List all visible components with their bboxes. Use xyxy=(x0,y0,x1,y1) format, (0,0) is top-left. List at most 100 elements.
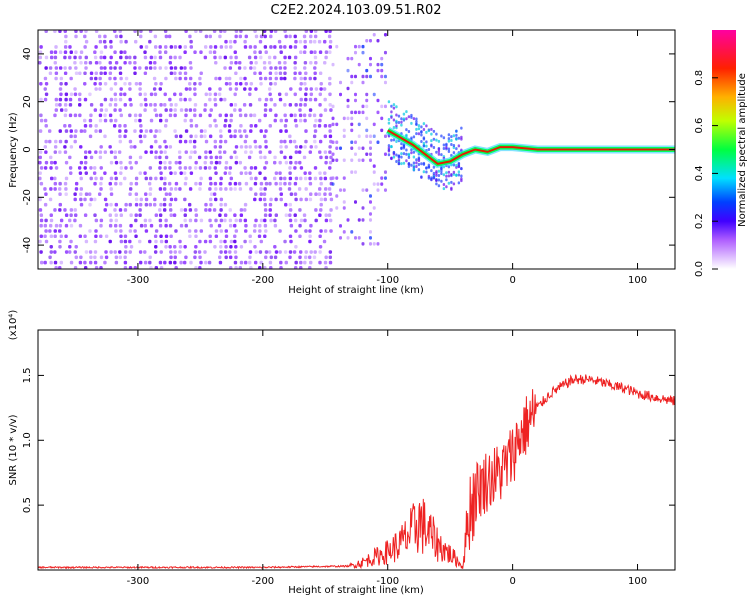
heatmap-cell xyxy=(294,103,298,107)
heatmap-cell xyxy=(218,55,222,60)
heatmap-cell xyxy=(268,150,272,154)
heatmap-cell xyxy=(263,266,267,269)
heatmap-cell xyxy=(314,218,318,223)
heatmap-cell xyxy=(143,250,147,254)
heatmap-cell xyxy=(54,139,58,144)
heatmap-cell xyxy=(254,250,258,254)
heatmap-cell xyxy=(339,236,343,240)
heatmap-cell xyxy=(183,66,187,70)
heatmap-cell xyxy=(243,260,248,265)
heatmap-cell xyxy=(331,104,335,109)
heatmap-cell xyxy=(420,130,423,134)
heatmap-cell xyxy=(163,160,167,165)
heatmap-cell xyxy=(390,138,393,142)
heatmap-cell xyxy=(303,45,307,49)
heatmap-cell xyxy=(233,50,237,55)
heatmap-cell xyxy=(249,187,253,191)
heatmap-cell xyxy=(249,60,253,65)
heatmap-cell xyxy=(204,155,208,160)
heatmap-cell xyxy=(243,208,247,212)
heatmap-cell xyxy=(387,149,391,153)
heatmap-cell xyxy=(294,39,298,44)
heatmap-cell xyxy=(229,55,233,60)
heatmap-cell xyxy=(427,129,431,133)
heatmap-cell xyxy=(412,155,416,159)
heatmap-cell xyxy=(84,192,89,196)
heatmap-cell xyxy=(144,66,149,70)
heatmap-cell xyxy=(153,45,158,49)
heatmap-cell xyxy=(118,129,122,133)
heatmap-cell xyxy=(294,160,298,165)
heatmap-cell xyxy=(293,213,297,218)
heatmap-cell xyxy=(218,87,222,91)
heatmap-cell xyxy=(387,118,391,122)
heatmap-cell xyxy=(159,234,163,239)
heatmap-cell xyxy=(68,55,72,60)
heatmap-cell xyxy=(452,151,456,155)
heatmap-cell xyxy=(164,223,168,228)
heatmap-cell xyxy=(457,173,461,177)
heatmap-cell xyxy=(109,218,113,223)
heatmap-cell xyxy=(119,92,123,97)
heatmap-cell xyxy=(350,128,354,133)
heatmap-cell xyxy=(188,97,192,102)
heatmap-cell xyxy=(318,171,322,175)
heatmap-cell xyxy=(319,197,324,202)
snr-y-multiplier: (x10⁴) xyxy=(8,310,19,341)
heatmap-cell xyxy=(108,71,113,76)
heatmap-cell xyxy=(339,146,343,150)
heatmap-cell xyxy=(39,218,44,223)
heatmap-cell xyxy=(342,176,346,180)
heatmap-cell xyxy=(313,139,317,144)
heatmap-cell xyxy=(273,223,278,228)
heatmap-cell xyxy=(54,103,59,107)
heatmap-cell xyxy=(79,176,83,181)
heatmap-cell xyxy=(213,181,218,186)
heatmap-cell xyxy=(133,66,137,70)
heatmap-cell xyxy=(167,34,172,39)
heatmap-cell xyxy=(133,60,137,65)
heatmap-cell xyxy=(189,66,193,70)
heatmap-cell xyxy=(143,108,147,112)
heatmap-cell xyxy=(63,150,68,154)
heatmap-cell xyxy=(148,260,152,265)
heatmap-cell xyxy=(88,150,92,154)
heatmap-cell xyxy=(239,260,244,265)
heatmap-cell xyxy=(114,260,119,265)
heatmap-cell xyxy=(103,113,107,118)
heatmap-cell xyxy=(252,229,257,233)
heatmap-cell xyxy=(289,160,293,165)
heatmap-cell xyxy=(274,181,278,186)
heatmap-cell xyxy=(88,250,93,254)
heatmap-cell xyxy=(208,239,213,244)
heatmap-cell xyxy=(313,66,317,70)
heatmap-cell xyxy=(94,229,98,233)
heatmap-cell xyxy=(390,104,393,108)
heatmap-cell xyxy=(143,218,148,223)
heatmap-cell xyxy=(335,176,339,180)
heatmap-cell xyxy=(114,176,118,181)
heatmap-cell xyxy=(420,162,423,166)
heatmap-cell xyxy=(304,87,309,91)
heatmap-cell xyxy=(318,187,322,191)
heatmap-cell xyxy=(309,145,313,149)
heatmap-cell xyxy=(357,146,361,150)
heatmap-cell xyxy=(93,81,97,86)
heatmap-cell xyxy=(224,234,229,239)
heatmap-cell xyxy=(174,76,178,81)
heatmap-cell xyxy=(183,218,187,223)
heatmap-cell xyxy=(259,76,263,81)
heatmap-cell xyxy=(420,133,423,137)
heatmap-cell xyxy=(113,30,117,33)
heatmap-cell xyxy=(329,108,333,112)
heatmap-cell xyxy=(54,76,58,81)
heatmap-cell xyxy=(422,144,426,148)
heatmap-cell xyxy=(128,266,133,269)
heatmap-cell xyxy=(308,97,313,102)
heatmap-cell xyxy=(383,176,387,180)
heatmap-cell xyxy=(53,60,57,65)
heatmap-cell xyxy=(162,187,167,191)
heatmap-cell xyxy=(227,124,232,128)
heatmap-cell xyxy=(159,239,164,244)
heatmap-cell xyxy=(164,108,168,112)
